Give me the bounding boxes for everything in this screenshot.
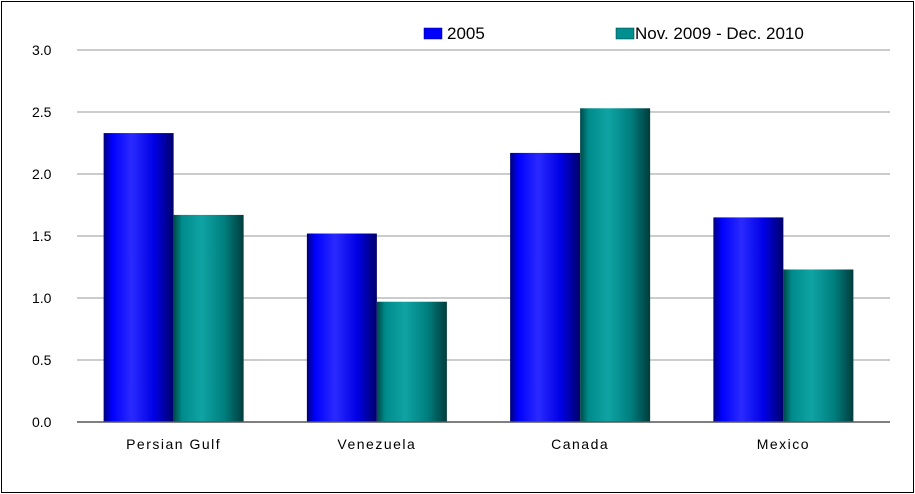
y-tick-label: 1.0: [32, 290, 52, 306]
bar-2005-canada: [510, 152, 581, 423]
y-tick-label: 3.0: [32, 42, 52, 58]
bar-2005-venezuela: [306, 233, 377, 422]
bar-2005-persian-gulf: [103, 133, 174, 422]
y-axis-ticks: 0.0 0.5 1.0 1.5 2.0 2.5 3.0: [32, 42, 52, 430]
y-tick-label: 1.5: [32, 228, 52, 244]
x-tick-label: Venezuela: [337, 436, 416, 452]
x-tick-label: Canada: [551, 436, 609, 452]
bar-2005-mexico: [713, 217, 784, 422]
legend-label-2005: 2005: [447, 24, 485, 43]
y-tick-label: 0.5: [32, 352, 52, 368]
x-axis-ticks: Persian Gulf Venezuela Canada Mexico: [126, 436, 810, 452]
x-tick-label: Mexico: [757, 436, 810, 452]
y-tick-label: 2.0: [32, 166, 52, 182]
legend-swatch-2005: [423, 27, 443, 40]
x-tick-label: Persian Gulf: [126, 436, 221, 452]
legend: 2005 Nov. 2009 - Dec. 2010: [423, 24, 804, 43]
bar-nov2009-dec2010-mexico: [783, 269, 854, 422]
bar-nov2009-dec2010-persian-gulf: [173, 214, 244, 422]
bar-nov2009-dec2010-canada: [580, 108, 651, 422]
bars: [103, 108, 854, 423]
legend-swatch-nov2009-dec2010: [615, 27, 635, 40]
y-tick-label: 0.0: [32, 414, 52, 430]
bar-nov2009-dec2010-venezuela: [376, 301, 447, 422]
y-tick-label: 2.5: [32, 104, 52, 120]
legend-label-nov2009-dec2010: Nov. 2009 - Dec. 2010: [635, 24, 804, 43]
